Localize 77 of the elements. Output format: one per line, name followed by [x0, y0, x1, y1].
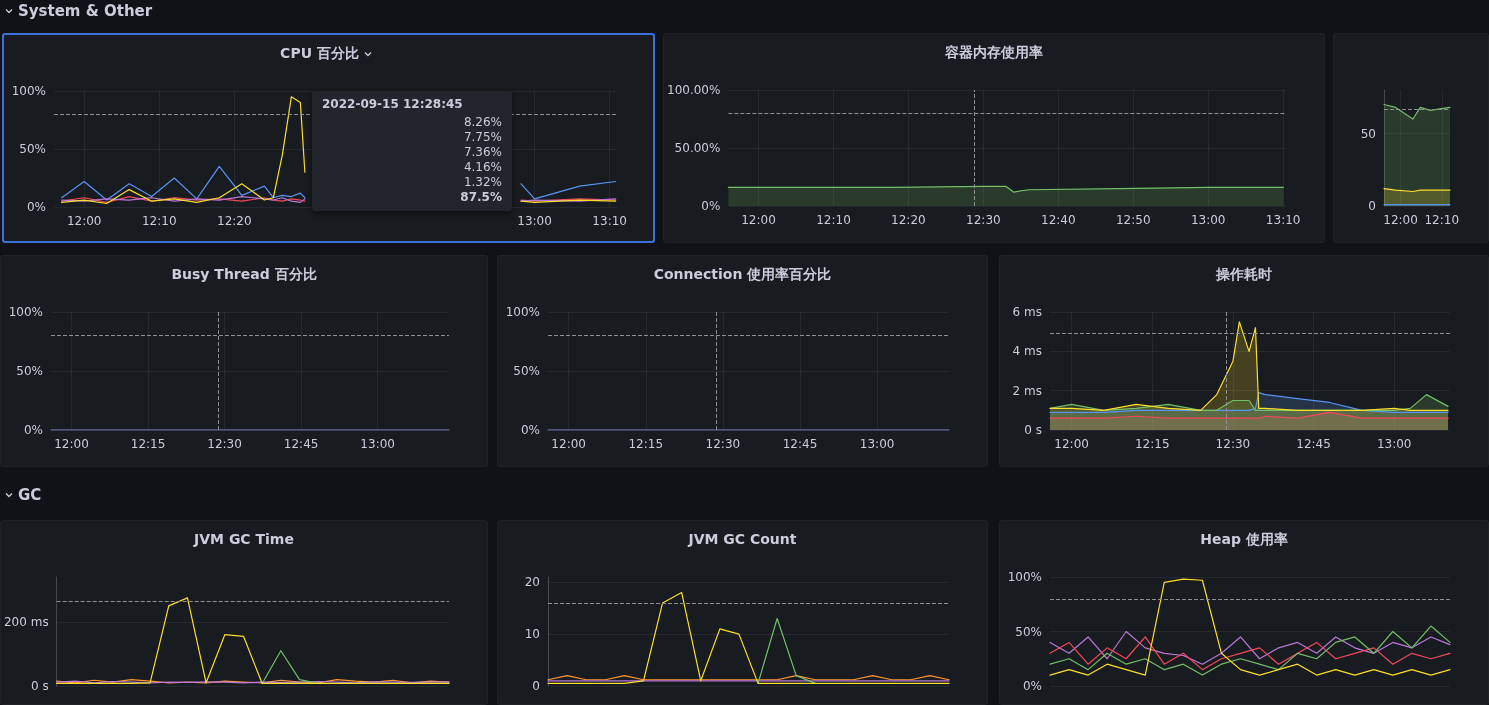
text: System & Other	[18, 2, 153, 20]
x-tick-label: 12:30	[207, 437, 242, 451]
annotation: 7.75%	[462, 130, 502, 145]
y-tick-label: 0 s	[30, 679, 49, 693]
x-tick-label: 12:00	[741, 213, 776, 227]
line-series	[1049, 625, 1451, 676]
chart-title: Connection 使用率百分比	[653, 266, 832, 282]
chart-title: Busy Thread 百分比	[171, 266, 317, 282]
y-tick-label: 0%	[520, 423, 540, 437]
x-tick-label: 13:10	[592, 214, 627, 228]
x-tick-label: 13:00	[1190, 213, 1226, 227]
y-tick-label: 50%	[1015, 624, 1042, 639]
y-tick-label: 2 ms	[1012, 383, 1042, 398]
y-tick-label: 0	[1368, 199, 1376, 213]
annotation: 2022-09-15 12:28:45	[322, 97, 464, 111]
x-tick-label: 12:45	[283, 437, 319, 451]
line-series	[1049, 636, 1451, 671]
y-tick-label: 50	[1360, 126, 1376, 141]
x-tick-label: 13:00	[1376, 437, 1412, 451]
line-series	[1049, 630, 1451, 665]
annotation: 7.36%	[462, 145, 502, 160]
x-tick-label: 12:20	[891, 213, 926, 227]
line-series	[1049, 578, 1451, 676]
y-tick-label: 50%	[513, 364, 540, 378]
x-tick-label: 12:00	[1054, 437, 1089, 451]
x-tick-label: 13:00	[859, 437, 895, 451]
x-tick-label: 12:15	[130, 437, 166, 451]
y-tick-label: 0%	[701, 199, 721, 213]
y-tick-label: 50%	[19, 142, 46, 156]
x-tick-label: 12:40	[1041, 213, 1076, 227]
y-tick-label: 100.00%	[667, 83, 721, 97]
chart-title: Heap 使用率	[1200, 531, 1288, 547]
x-tick-label: 12:30	[966, 213, 1001, 227]
text: GC	[18, 486, 42, 504]
x-tick-label: 12:45	[782, 437, 818, 451]
x-tick-label: 12:10	[141, 214, 177, 228]
annotation: 8.26%	[462, 115, 502, 130]
y-tick-label: 200 ms	[3, 614, 49, 629]
y-tick-label: 0%	[1022, 679, 1042, 693]
chart-title: 操作耗时	[1216, 266, 1272, 282]
y-tick-label: 0	[532, 679, 540, 693]
chart-title: CPU 百分比	[280, 45, 359, 61]
y-tick-label: 50.00%	[674, 141, 721, 155]
x-tick-label: 12:30	[705, 437, 741, 451]
x-tick-label: 12:30	[1215, 437, 1251, 451]
x-tick-label: 12:45	[1296, 437, 1331, 451]
y-tick-label: 4 ms	[1012, 344, 1042, 359]
x-tick-label: 12:00	[66, 214, 102, 228]
chart-title: JVM GC Time	[194, 531, 294, 547]
x-tick-label: 12:00	[1383, 213, 1418, 227]
x-tick-label: 12:10	[1424, 213, 1460, 227]
x-tick-label: 12:15	[1134, 437, 1170, 451]
y-tick-label: 20	[524, 575, 540, 590]
y-tick-label: 6 ms	[1012, 305, 1042, 319]
x-tick-label: 13:10	[1265, 213, 1301, 227]
annotation: 87.5%	[459, 190, 502, 205]
x-tick-label: 12:00	[54, 437, 89, 451]
y-tick-label: 50%	[16, 364, 43, 378]
x-tick-label: 12:20	[217, 214, 252, 228]
y-tick-label: 100%	[1007, 570, 1042, 584]
chart-title: JVM GC Count	[688, 531, 797, 547]
y-tick-label: 0 s	[1024, 423, 1042, 437]
x-tick-label: 13:00	[517, 214, 552, 228]
annotation: 4.16%	[462, 160, 502, 175]
y-tick-label: 100%	[11, 84, 46, 98]
x-tick-label: 12:15	[628, 437, 664, 451]
y-tick-label: 10	[524, 627, 540, 642]
x-tick-label: 12:10	[816, 213, 851, 227]
y-tick-label: 0%	[26, 200, 46, 214]
y-tick-label: 100%	[8, 305, 43, 319]
x-tick-label: 12:50	[1115, 213, 1151, 227]
y-tick-label: 0%	[23, 423, 43, 437]
x-tick-label: 12:00	[551, 437, 586, 451]
annotation: 1.32%	[462, 175, 502, 190]
chart-title: 容器内存使用率	[945, 44, 1043, 60]
x-tick-label: 13:00	[360, 437, 395, 451]
y-tick-label: 100%	[505, 305, 540, 319]
